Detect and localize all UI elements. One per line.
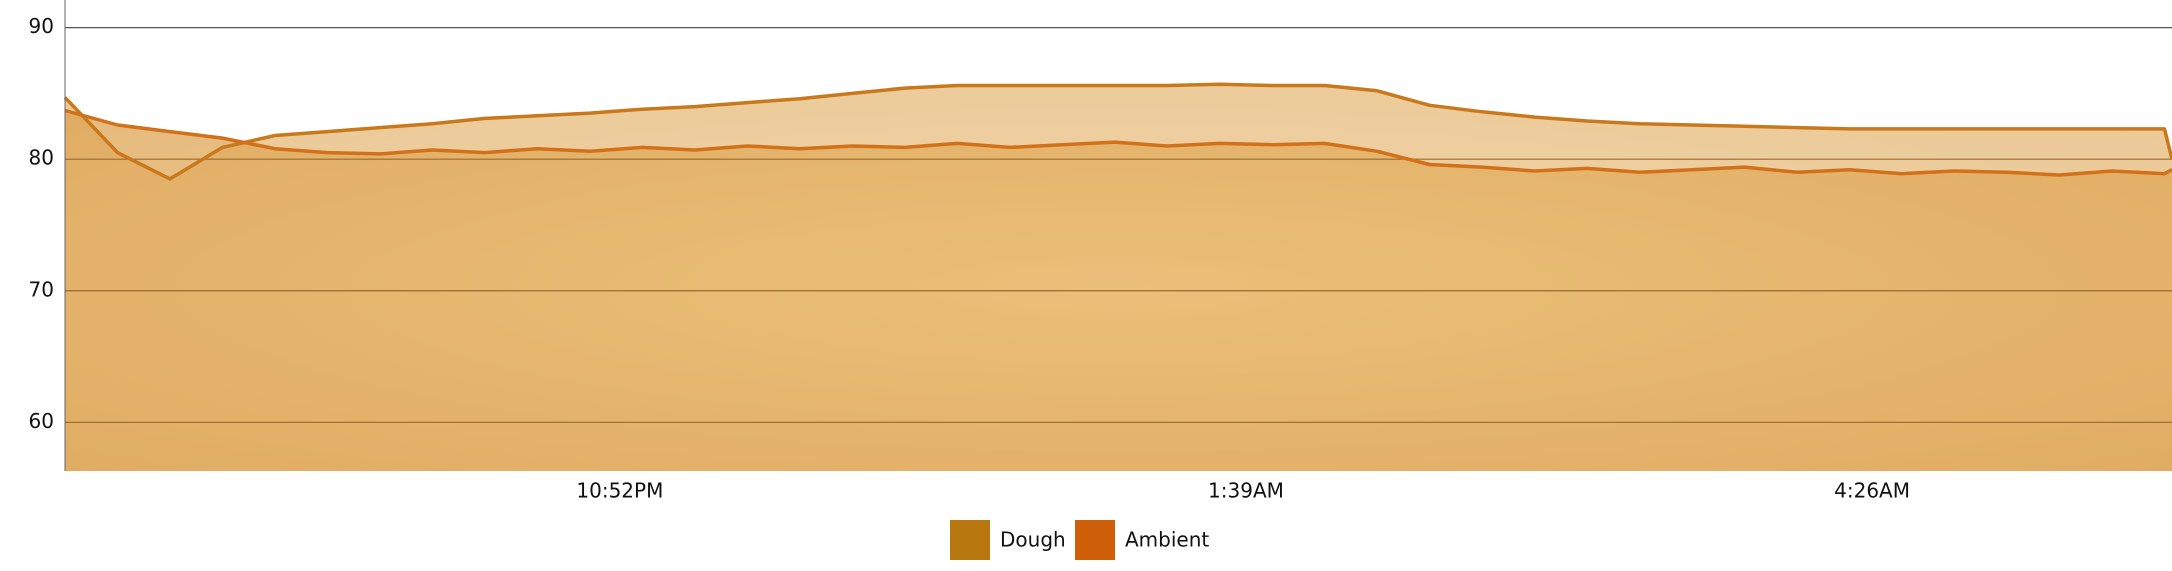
x-tick-label: 4:26AM bbox=[1834, 479, 1910, 503]
legend-swatch bbox=[1075, 520, 1115, 560]
y-tick-label: 60 bbox=[29, 409, 54, 433]
legend-swatch bbox=[950, 520, 990, 560]
x-tick-label: 1:39AM bbox=[1208, 479, 1284, 503]
legend-label: Ambient bbox=[1125, 528, 1209, 552]
line bbox=[64, 108, 2172, 177]
line bbox=[63, 82, 2172, 181]
legend-label: Dough bbox=[1000, 528, 1066, 552]
y-tick-label: 70 bbox=[29, 277, 54, 301]
y-tick-label: 90 bbox=[29, 14, 54, 38]
x-tick-label: 10:52PM bbox=[576, 479, 663, 503]
y-tick-label: 80 bbox=[29, 146, 54, 170]
